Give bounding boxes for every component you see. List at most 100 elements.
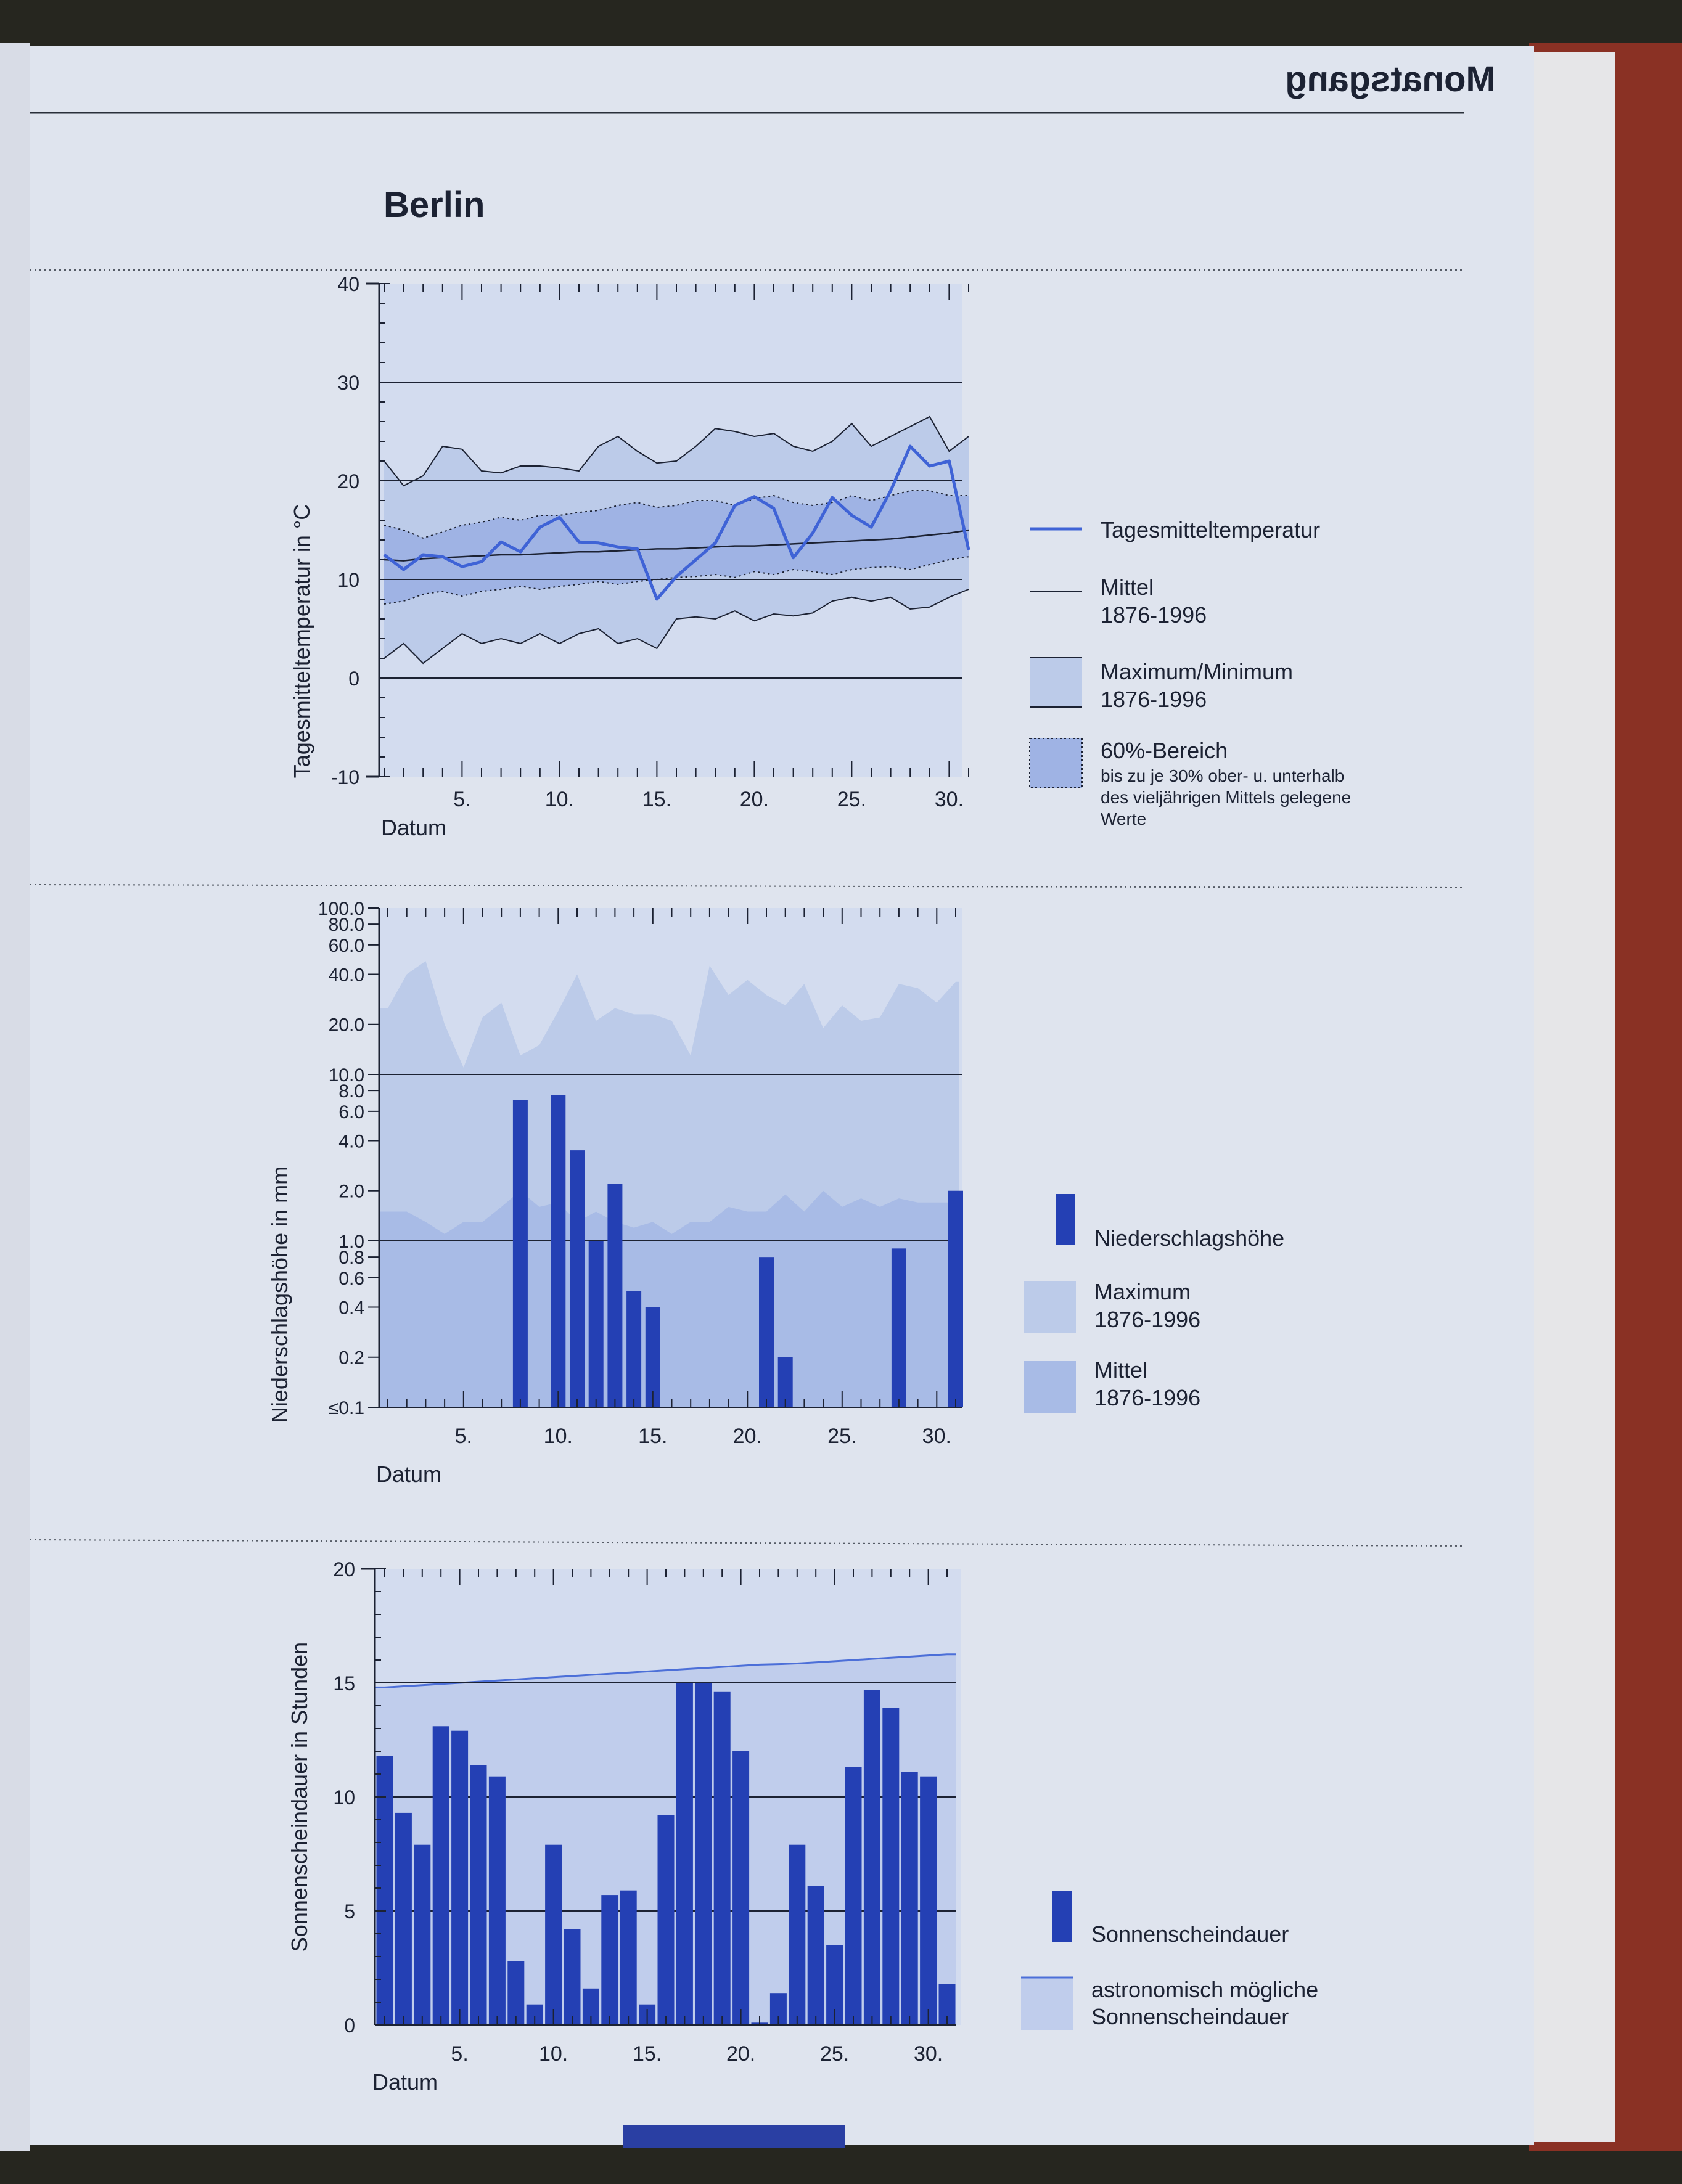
- temp-x-tick-label: 20.: [740, 788, 769, 811]
- temp-x-tick-label: 30.: [935, 788, 964, 811]
- sonnenschein-bar: [432, 1726, 449, 2025]
- prec-x-tick-label: 30.: [922, 1425, 951, 1448]
- tagesmitteltemperatur-line: [383, 444, 970, 601]
- facing-page-edge: [0, 43, 30, 2151]
- legend-label-prec-maximum: Maximum: [1094, 1279, 1191, 1304]
- y-tick-label: 0: [344, 2014, 355, 2037]
- niederschlag-bar: [626, 1291, 642, 1407]
- niederschlag-bar: [607, 1184, 623, 1407]
- y-tick-label: 8.0: [338, 1081, 364, 1102]
- mirrored-header-text: Monatsgang: [1285, 59, 1496, 99]
- y-tick-label: 10: [333, 1786, 355, 1809]
- sunshine-bars: [376, 1683, 956, 2025]
- sonnenschein-bar: [545, 1844, 562, 2025]
- temp-x-tick-label: 10.: [545, 788, 574, 811]
- sonnenschein-bar: [451, 1730, 469, 2025]
- niederschlag-bar: [551, 1095, 566, 1407]
- sonnenschein-bar: [601, 1895, 618, 2025]
- precipitation-x-axis-label: Datum: [376, 1462, 441, 1487]
- niederschlag-bar: [891, 1248, 906, 1407]
- temp-x-tick-label: 25.: [837, 788, 866, 811]
- temp-x-tick-label: 5.: [453, 788, 470, 811]
- sonnenschein-bar: [376, 1756, 393, 2025]
- y-tick-label: 10.0: [329, 1065, 364, 1086]
- sunshine-chart: 0 5 10 15 20 5. 10. 15. 20. 25. 30. Sonnenscheinda…: [287, 1558, 1318, 2095]
- sonnenschein-bar: [676, 1683, 693, 2025]
- legend-label-sonnenschein: Sonnenscheindauer: [1091, 1921, 1289, 1947]
- mittel-line: [384, 529, 969, 562]
- sonnenschein-bar: [901, 1772, 918, 2025]
- sonnenschein-bar: [470, 1765, 487, 2025]
- y-tick-label: 30: [337, 372, 359, 394]
- temperature-lines: [383, 415, 970, 665]
- precipitation-chart: 100.080.060.0 40.0 20.0 10.08.06.0 4.0 2.0 1.0…: [267, 899, 1284, 1487]
- temperature-chart: -10 0 10 20 30 40 5. 10. 15. 20. 25. 30. Tagesmitte…: [289, 273, 1351, 840]
- y-tick-label: 20.0: [329, 1015, 364, 1036]
- y-tick-label: 40: [337, 273, 359, 295]
- sonnenschein-bar: [789, 1844, 806, 2025]
- sonnenschein-bar: [732, 1751, 750, 2025]
- y-tick-label: 20: [333, 1558, 355, 1581]
- sonnenschein-bar: [564, 1929, 581, 2025]
- sonnenschein-bar: [807, 1886, 824, 2025]
- legend-swatch-prec-maximum: [1024, 1281, 1076, 1333]
- prec-x-tick-label: 25.: [827, 1425, 856, 1448]
- niederschlag-bar: [759, 1257, 774, 1407]
- sixty-percent-band: [384, 491, 969, 604]
- temp-x-tick-label: 15.: [642, 788, 671, 811]
- niederschlag-bar: [948, 1190, 963, 1407]
- y-tick-label: 6.0: [338, 1102, 364, 1123]
- y-tick-label: ≤0.1: [329, 1398, 364, 1418]
- precipitation-gridlines: [379, 1074, 962, 1241]
- sunshine-y-axis-label: Sonnenscheindauer in Stunden: [287, 1642, 312, 1952]
- sun-x-tick-label: 5.: [451, 2042, 468, 2066]
- temperature-x-axis-label: Datum: [381, 815, 446, 840]
- sonnenschein-bar: [395, 1812, 412, 2025]
- sonnenschein-bar: [657, 1815, 675, 2025]
- y-tick-label: -10: [331, 766, 359, 788]
- precipitation-bars: [512, 1095, 963, 1407]
- maximum-line: [384, 415, 969, 487]
- legend-label-niederschlag: Niederschlagshöhe: [1094, 1225, 1284, 1251]
- legend-sub-maxmin: 1876-1996: [1101, 687, 1207, 712]
- legend-swatch-maxmin: [1030, 658, 1082, 707]
- legend-sub-60-bereich-3: Werte: [1101, 809, 1146, 828]
- sonnenschein-bar: [488, 1776, 506, 2025]
- y-tick-label: 2.0: [338, 1182, 364, 1202]
- prec-x-tick-label: 10.: [544, 1425, 573, 1448]
- y-tick-label: 60.0: [329, 936, 364, 956]
- sonnenschein-bar: [863, 1690, 880, 2025]
- legend-sub-prec-maximum: 1876-1996: [1094, 1307, 1200, 1332]
- sun-x-tick-label: 30.: [914, 2042, 943, 2066]
- niederschlag-bar: [512, 1100, 528, 1407]
- legend-label-astro: astronomisch mögliche: [1091, 1977, 1318, 2002]
- legend-sub-prec-mittel: 1876-1996: [1094, 1385, 1200, 1410]
- legend-swatch-niederschlag: [1056, 1194, 1075, 1245]
- legend-label-prec-mittel: Mittel: [1094, 1357, 1147, 1383]
- temperature-axes: -10 0 10 20 30 40 5. 10. 15. 20. 25. 30.: [331, 273, 969, 811]
- sonnenschein-bar: [845, 1767, 862, 2025]
- legend-swatch-60-bereich: [1029, 738, 1083, 788]
- y-tick-label: 0.2: [338, 1348, 364, 1368]
- niederschlag-bar: [645, 1307, 660, 1407]
- y-tick-label: 15: [333, 1672, 355, 1695]
- page-stack-edge: [1523, 52, 1615, 2142]
- sonnenschein-bar: [507, 1961, 525, 2025]
- y-tick-label: 0.6: [338, 1269, 364, 1289]
- legend-label-tagesmittel: Tagesmitteltemperatur: [1101, 517, 1320, 542]
- sun-x-tick-label: 25.: [820, 2042, 849, 2066]
- prec-x-tick-label: 15.: [638, 1425, 667, 1448]
- sonnenschein-bar: [414, 1844, 431, 2025]
- sonnenschein-bar: [713, 1691, 731, 2025]
- y-tick-label: 40.0: [329, 965, 364, 985]
- niederschlag-bar: [588, 1241, 604, 1407]
- sonnenschein-bar: [882, 1708, 900, 2025]
- sunshine-x-axis-label: Datum: [372, 2069, 438, 2095]
- sonnenschein-bar: [620, 1890, 637, 2025]
- legend-sub-60-bereich-2: des vieljährigen Mittels gelegene: [1101, 788, 1351, 807]
- y-tick-label: 0.8: [338, 1248, 364, 1268]
- niederschlag-bar: [570, 1150, 585, 1407]
- sun-x-tick-label: 15.: [633, 2042, 662, 2066]
- sonnenschein-bar: [920, 1776, 937, 2025]
